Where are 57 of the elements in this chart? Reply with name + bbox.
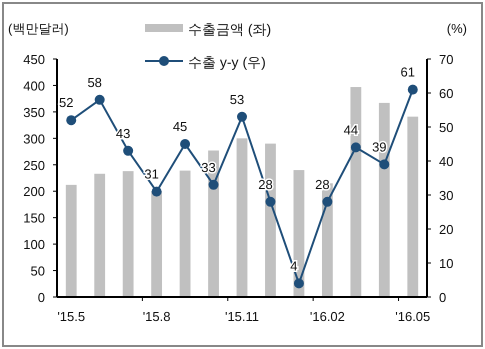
y2-tick-label: 10 xyxy=(439,256,454,271)
y-tick-label: 0 xyxy=(38,290,45,305)
y2-tick-label: 50 xyxy=(439,120,454,135)
bar xyxy=(151,191,162,297)
x-tick-label: '15.5 xyxy=(57,309,86,324)
bar xyxy=(122,171,134,297)
data-label: 33 xyxy=(201,160,216,175)
point xyxy=(208,180,219,190)
point xyxy=(265,196,276,207)
y2-tick-label: 0 xyxy=(439,290,446,305)
data-label: 58 xyxy=(87,74,102,90)
bar xyxy=(236,138,248,297)
x-tick-label: '15.11 xyxy=(224,309,260,324)
point xyxy=(237,112,247,122)
point xyxy=(123,146,134,156)
data-label: 39 xyxy=(372,139,387,154)
y2-tick-label: 70 xyxy=(439,52,454,67)
point xyxy=(294,278,304,288)
bar xyxy=(407,116,418,297)
bar xyxy=(94,174,106,297)
y-tick-label: 450 xyxy=(23,52,45,67)
y-tick-label: 400 xyxy=(23,78,45,94)
y-tick-label: 350 xyxy=(23,104,45,120)
x-tick-label: '15.8 xyxy=(142,309,171,324)
point xyxy=(408,84,418,95)
y2-tick-label: 40 xyxy=(439,154,454,169)
y2-axis-title: (%) xyxy=(446,21,467,36)
x-tick-label: '16.02 xyxy=(310,309,345,324)
y2-tick-label: 30 xyxy=(439,188,454,203)
y2-tick-label: 60 xyxy=(439,86,454,101)
point xyxy=(379,159,390,170)
y-tick-label: 300 xyxy=(23,131,45,146)
point xyxy=(350,142,361,152)
x-tick-label: '16.05 xyxy=(395,309,430,324)
y-tick-label: 100 xyxy=(23,237,45,252)
point xyxy=(94,94,105,105)
y-tick-label: 50 xyxy=(30,264,45,279)
legend-label: 수출금액 (좌) xyxy=(188,21,272,37)
point xyxy=(180,139,190,149)
y-tick-label: 250 xyxy=(23,158,45,173)
point xyxy=(66,115,76,126)
data-label: 31 xyxy=(144,166,159,182)
data-label: 53 xyxy=(230,92,244,107)
data-label: 45 xyxy=(172,119,188,134)
data-label: 52 xyxy=(58,95,74,110)
bar xyxy=(180,170,190,297)
y-tick-label: 150 xyxy=(23,210,45,226)
point xyxy=(152,186,162,197)
bar xyxy=(66,184,77,297)
point xyxy=(322,196,332,207)
y-axis-title: (백만달러) xyxy=(8,21,69,36)
legend-label: 수출 y-y (우) xyxy=(188,54,266,70)
data-label: 28 xyxy=(315,176,330,192)
y2-tick-label: 20 xyxy=(439,222,454,237)
data-label: 44 xyxy=(344,122,358,138)
y-tick-label: 200 xyxy=(23,184,45,200)
data-label: 61 xyxy=(400,64,416,80)
